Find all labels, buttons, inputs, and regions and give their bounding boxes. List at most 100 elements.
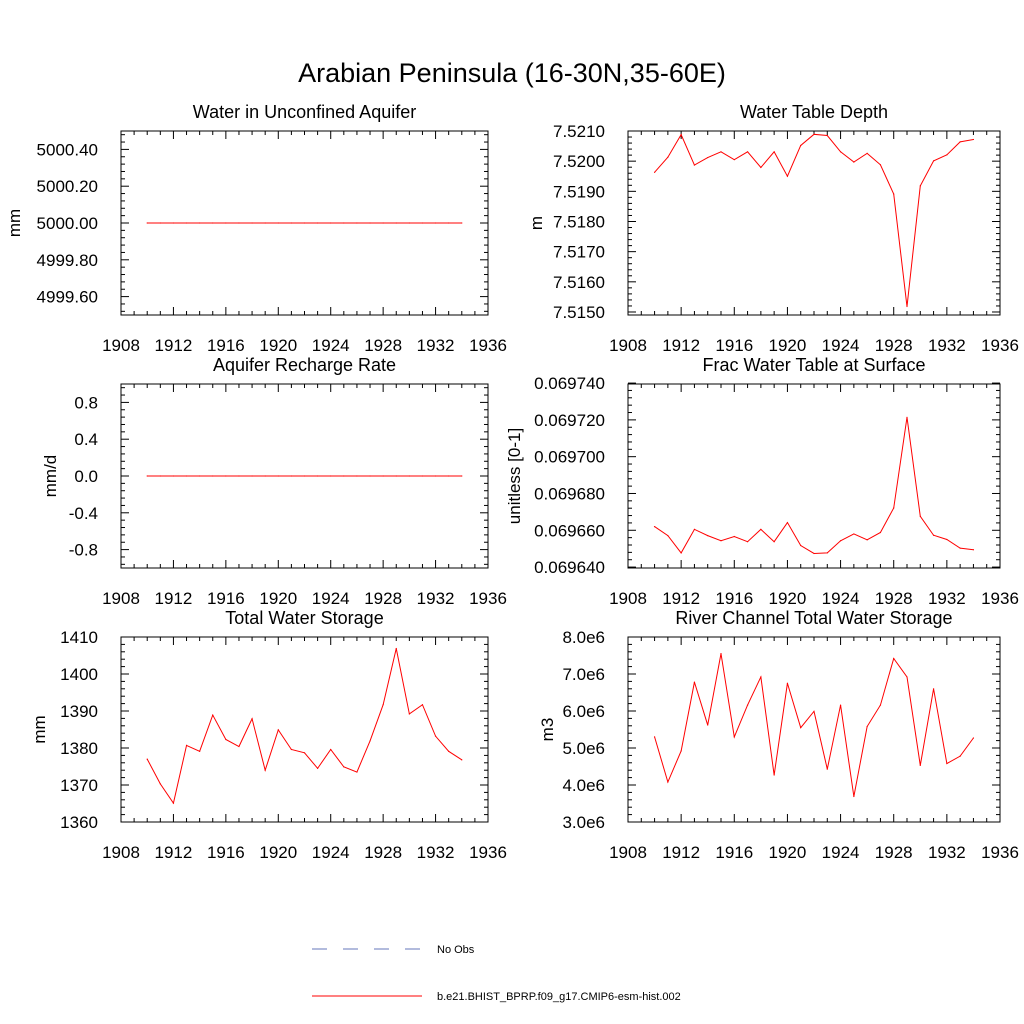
y-tick-label: 1380: [60, 739, 98, 758]
data-point: [919, 185, 921, 187]
y-tick-label: 0.069720: [534, 411, 605, 430]
data-point: [733, 736, 735, 738]
y-tick-label: 7.5210: [553, 122, 605, 141]
y-tick-label: 0.8: [74, 393, 98, 412]
data-point: [906, 416, 908, 418]
y-tick-label: 8.0e6: [562, 628, 605, 647]
data-point: [343, 222, 345, 224]
data-point: [264, 222, 266, 224]
x-tick-label: 1912: [155, 843, 193, 862]
legend-label-model-run: b.e21.BHIST_BPRP.f09_g17.CMIP6-esm-hist.…: [437, 991, 681, 1003]
data-point: [946, 762, 948, 765]
data-point: [264, 769, 266, 771]
data-point: [720, 653, 722, 655]
x-tick-label: 1924: [312, 589, 350, 608]
chart-total-water-storage: Total Water Storage 1908 1912 1916 1920 1924 1…: [30, 608, 507, 862]
data-point: [853, 161, 855, 163]
data-point: [277, 475, 279, 477]
data-point: [720, 151, 722, 153]
x-tick-label: 1912: [155, 336, 193, 355]
data-point: [946, 538, 948, 541]
legend-label-no-obs: No Obs: [437, 944, 475, 956]
data-point: [238, 475, 240, 477]
data-point: [199, 750, 201, 752]
data-point: [434, 735, 437, 737]
data-point: [800, 144, 802, 147]
x-tick-label: 1916: [715, 843, 753, 862]
data-point: [893, 507, 895, 509]
y-tick-label: 7.5180: [553, 212, 605, 231]
data-point: [395, 222, 397, 224]
x-tick-label: 1916: [715, 336, 753, 355]
y-tick-label: -0.8: [69, 541, 98, 560]
x-tick-label: 1932: [417, 336, 455, 355]
series-line: [654, 653, 974, 797]
data-point: [919, 764, 921, 766]
data-point: [760, 166, 762, 169]
x-tick-label: 1936: [469, 336, 507, 355]
data-point: [853, 795, 855, 798]
y-axis-label: mm: [30, 715, 49, 743]
x-tick-label: 1920: [259, 589, 297, 608]
chart-water-table-depth: Water Table Depth 1908 1912 1916 1920 1924 192…: [527, 102, 1019, 355]
data-point: [421, 475, 424, 477]
y-tick-label: 0.069700: [534, 448, 605, 467]
x-tick-label: 1924: [312, 843, 350, 862]
x-tick-label: 1920: [769, 589, 807, 608]
data-point: [707, 535, 709, 537]
x-tick-label: 1924: [822, 843, 860, 862]
data-point: [408, 222, 410, 224]
data-point: [185, 222, 188, 224]
data-point: [225, 738, 227, 741]
data-point: [251, 475, 253, 477]
data-point: [172, 475, 175, 477]
x-tick-label: 1936: [981, 589, 1019, 608]
x-tick-label: 1908: [102, 843, 140, 862]
x-tick-label: 1928: [875, 843, 913, 862]
series-line: [654, 417, 974, 554]
data-point: [667, 535, 669, 537]
data-point: [199, 222, 201, 224]
series-line: [146, 648, 463, 805]
data-point: [879, 704, 882, 706]
x-tick-label: 1916: [207, 843, 245, 862]
x-tick-label: 1928: [875, 336, 913, 355]
data-point: [707, 724, 709, 726]
y-tick-label: 7.5170: [553, 243, 605, 262]
data-point: [330, 748, 332, 751]
data-point: [185, 744, 188, 747]
data-point: [866, 725, 868, 728]
data-point: [408, 475, 410, 477]
x-tick-label: 1932: [928, 843, 966, 862]
y-tick-label: 7.0e6: [562, 665, 605, 684]
data-point: [667, 156, 669, 158]
data-point: [330, 475, 332, 477]
data-point: [290, 222, 292, 224]
data-point: [653, 526, 656, 528]
x-tick-label: 1908: [609, 843, 647, 862]
y-tick-label: 1410: [60, 628, 98, 647]
y-tick-label: 5000.00: [37, 214, 98, 233]
data-point: [382, 222, 384, 224]
data-point: [773, 151, 775, 153]
data-point: [369, 475, 371, 477]
data-point: [773, 541, 775, 543]
x-tick-label: 1932: [928, 589, 966, 608]
data-point: [356, 771, 358, 773]
plot-frame: [627, 130, 1001, 316]
y-tick-label: 0.069740: [534, 374, 605, 393]
data-point: [277, 222, 279, 224]
data-point: [212, 475, 214, 477]
legend: No Obs b.e21.BHIST_BPRP.f09_g17.CMIP6-es…: [312, 944, 681, 1003]
data-point: [893, 657, 895, 660]
x-tick-label: 1936: [981, 336, 1019, 355]
data-point: [693, 164, 696, 166]
data-point: [343, 475, 345, 477]
data-point: [303, 475, 306, 477]
data-point: [434, 475, 437, 477]
x-tick-label: 1932: [417, 589, 455, 608]
data-point: [866, 539, 868, 541]
data-point: [369, 740, 371, 742]
chart-title: Frac Water Table at Surface: [702, 355, 925, 375]
plot-frame: [627, 383, 1001, 569]
